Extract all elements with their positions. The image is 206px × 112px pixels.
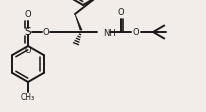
Text: O: O — [43, 28, 49, 37]
Text: CH₃: CH₃ — [21, 93, 35, 101]
Text: O: O — [133, 28, 139, 37]
Text: S: S — [25, 27, 31, 37]
Text: NH: NH — [103, 28, 116, 38]
Text: O: O — [118, 8, 124, 16]
Text: O: O — [25, 45, 31, 55]
Polygon shape — [75, 14, 82, 30]
Text: O: O — [25, 10, 31, 18]
